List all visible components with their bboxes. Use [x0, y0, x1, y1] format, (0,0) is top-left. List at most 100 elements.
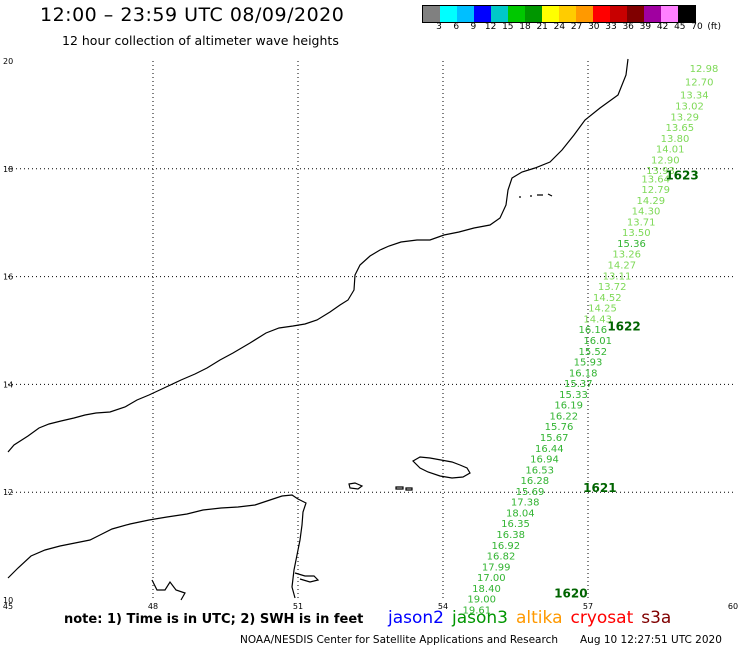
lat-tick-label: 10: [3, 596, 13, 605]
lon-tick-label: 48: [148, 602, 158, 611]
horn-coast: [294, 572, 320, 583]
satellite-altika: altika: [516, 608, 563, 628]
swh-value: 15.33: [559, 390, 588, 401]
satellite-s3a: s3a: [641, 608, 672, 628]
swh-value: 15.52: [579, 347, 608, 358]
swh-value: 14.30: [632, 207, 661, 218]
legend-label: 12: [484, 22, 497, 32]
lat-tick-label: 12: [3, 488, 13, 497]
swh-value: 14.52: [593, 293, 622, 304]
legend-label: 70: [691, 22, 703, 32]
legend-label: 39: [639, 22, 652, 32]
lon-tick-label: 60: [728, 602, 738, 611]
axis-labels: 45 48 51 54 57 60 20 18 16 14 12 10: [3, 57, 738, 611]
swh-value: 16.82: [487, 552, 516, 563]
small-island-2: [405, 487, 413, 491]
track-time-label: 1623: [665, 169, 698, 183]
legend-label: 27: [570, 22, 583, 32]
legend-label: 3: [436, 22, 442, 32]
somali-land-fragment: [151, 579, 186, 601]
swh-value: 13.29: [670, 112, 699, 123]
swh-value: 16.53: [525, 465, 554, 476]
swh-value: 15.67: [540, 433, 569, 444]
swh-value: 17.99: [482, 562, 511, 573]
legend-swatch-6: [525, 6, 542, 22]
color-legend-labels: 3 6 9 12 15 18 21 24 27 30 33 36 39 42 45 70 (ft): [422, 22, 740, 34]
swh-value: 14.29: [637, 196, 666, 207]
swh-value: 15.36: [617, 239, 646, 250]
legend-swatch-13: [644, 6, 661, 22]
somali-coastline: [7, 494, 307, 599]
legend-swatch-10: [593, 6, 610, 22]
legend-swatch-12: [627, 6, 644, 22]
legend-swatch-8: [559, 6, 576, 22]
legend-label: 30: [588, 22, 600, 32]
lon-tick-label: 54: [438, 602, 448, 611]
swh-value: 16.22: [550, 411, 579, 422]
swh-value: 16.18: [569, 368, 598, 379]
swh-value: 16.19: [554, 401, 583, 412]
legend-swatch-0: [423, 6, 440, 22]
swh-value: 16.35: [501, 519, 530, 530]
swh-value: 16.44: [535, 444, 564, 455]
small-island: [395, 486, 404, 490]
swh-value: 13.50: [622, 228, 651, 239]
swh-value: 14.43: [583, 314, 612, 325]
legend-label: 45: [674, 22, 686, 32]
satellite-legend: jason2 jason3 altika cryosat s3a: [388, 608, 679, 628]
swh-value: 19.61: [463, 605, 492, 616]
legend-swatch-11: [610, 6, 627, 22]
legend-label: 33: [605, 22, 617, 32]
swh-value: 13.26: [612, 250, 641, 261]
swh-value: 17.38: [511, 498, 540, 509]
legend-label: 18: [519, 22, 531, 32]
grid-lines: [8, 61, 733, 600]
legend-swatch-9: [576, 6, 593, 22]
legend-swatch-1: [440, 6, 457, 22]
lon-tick-label: 57: [583, 602, 593, 611]
swh-value: 19.00: [467, 595, 496, 606]
legend-swatch-4: [491, 6, 508, 22]
swh-value: 12.90: [651, 155, 680, 166]
lat-tick-label: 16: [3, 273, 13, 282]
swh-value: 13.71: [627, 217, 656, 228]
swh-value: 17.00: [477, 573, 506, 584]
legend-label: 9: [470, 22, 477, 32]
lon-tick-label: 45: [3, 602, 13, 611]
satellite-jason2: jason2: [388, 608, 444, 628]
track-time-label: 1622: [607, 320, 640, 334]
color-legend: [422, 5, 696, 23]
credit-line: NOAA/NESDIS Center for Satellite Applica…: [240, 634, 558, 646]
legend-label: 21: [536, 22, 548, 32]
legend-swatch-14: [661, 6, 678, 22]
legend-label: 42: [656, 22, 669, 32]
swh-value: 15.93: [574, 358, 603, 369]
swh-value: 14.25: [588, 304, 617, 315]
swh-value: 13.11: [603, 271, 632, 282]
legend-label: 24: [553, 22, 566, 32]
lon-tick-label: 51: [293, 602, 303, 611]
track-time-label: 1621: [583, 481, 616, 495]
swh-value: 13.65: [666, 123, 695, 134]
swh-value: 16.92: [492, 541, 521, 552]
map-subtitle: 12 hour collection of altimeter wave hei…: [62, 33, 339, 48]
track-time-label: 1620: [554, 586, 587, 600]
socotra-island: [412, 456, 471, 479]
kuria-islands: [519, 193, 553, 198]
map-title: 12:00 – 23:59 UTC 08/09/2020: [40, 4, 345, 26]
lat-tick-label: 18: [3, 165, 13, 174]
units-note: note: 1) Time is in UTC; 2) SWH is in fe…: [64, 612, 364, 627]
swh-value: 15.76: [545, 422, 574, 433]
legend-label: 15: [502, 22, 514, 32]
satellite-jason3: jason3: [452, 608, 508, 628]
legend-swatch-2: [457, 6, 474, 22]
swh-value: 13.93: [646, 166, 675, 177]
swh-value: 16.38: [496, 530, 525, 541]
swh-value: 13.34: [680, 91, 709, 102]
swh-value: 12.79: [641, 185, 670, 196]
timestamp: Aug 10 12:27:51 UTC 2020: [580, 634, 722, 646]
lat-tick-label: 20: [3, 57, 13, 66]
legend-swatch-15: [678, 6, 695, 22]
swh-value: 12.98: [690, 64, 719, 75]
